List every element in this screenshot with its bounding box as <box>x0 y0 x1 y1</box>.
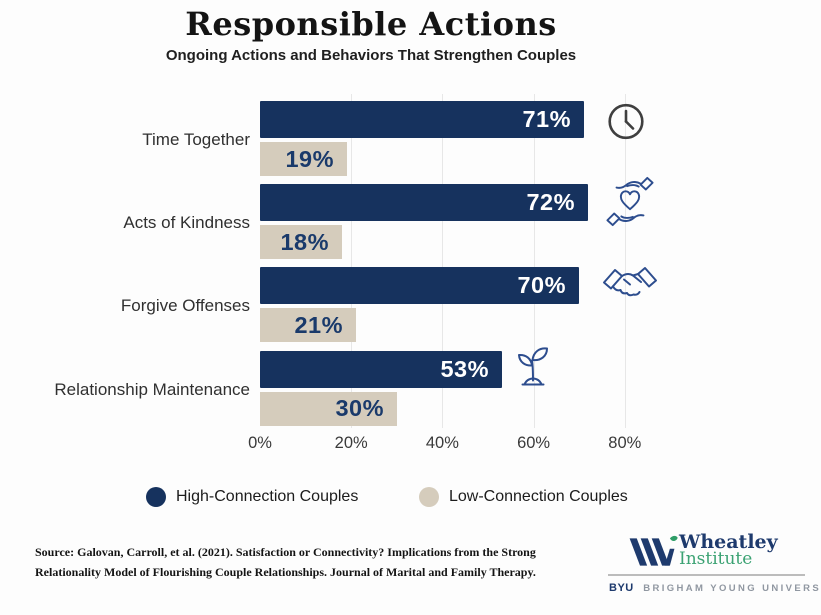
x-axis-tick-label: 60% <box>517 434 551 452</box>
gridline <box>351 94 353 428</box>
handshake-icon <box>601 265 659 312</box>
source-citation: Source: Galovan, Carroll, et al. (2021).… <box>35 543 595 582</box>
wheatley-institute-logo: Wheatley Institute BYU BRIGHAM YOUNG UNI… <box>603 528 821 598</box>
clock-icon <box>606 102 646 147</box>
gridline <box>442 94 444 428</box>
source-line-1: Source: Galovan, Carroll, et al. (2021).… <box>35 545 536 559</box>
byu-label: BYU <box>609 582 634 594</box>
x-axis-tick-label: 80% <box>608 434 642 452</box>
source-line-2: Relationality Model of Flourishing Coupl… <box>35 564 536 579</box>
bar-value-label: 72% <box>526 189 575 216</box>
wheatley-w-mark-icon <box>627 533 679 576</box>
category-label: Acts of Kindness <box>123 213 250 233</box>
institute-name: Institute <box>679 549 753 569</box>
category-label: Relationship Maintenance <box>54 379 250 399</box>
category-label: Forgive Offenses <box>120 296 250 316</box>
wheatley-name: Wheatley <box>679 531 778 553</box>
legend-item-low-connection: Low-Connection Couples <box>419 487 628 507</box>
bar-low-connection: 21% <box>260 308 356 343</box>
logo-divider <box>608 574 805 576</box>
x-axis-tick-label: 40% <box>425 434 459 452</box>
bar-value-label: 53% <box>440 355 489 382</box>
byu-line: BYU BRIGHAM YOUNG UNIVERSITY <box>609 578 821 596</box>
legend-item-high-connection: High-Connection Couples <box>146 487 358 507</box>
bar-low-connection: 30% <box>260 391 397 426</box>
legend-label: High-Connection Couples <box>176 488 359 505</box>
chart-title: Responsible Actions <box>185 5 557 43</box>
x-axis-tick-label: 20% <box>334 434 368 452</box>
bar-value-label: 21% <box>294 311 343 338</box>
legend-swatch <box>146 487 166 507</box>
bar-high-connection: 71% <box>260 101 584 138</box>
bar-high-connection: 53% <box>260 350 502 388</box>
legend-label: Low-Connection Couples <box>449 488 628 505</box>
wheatley-wordmark: Wheatley Institute <box>679 531 778 569</box>
bar-low-connection: 19% <box>260 142 347 176</box>
legend-swatch <box>419 487 439 507</box>
bar-value-label: 70% <box>517 272 566 299</box>
bar-value-label: 19% <box>285 145 334 172</box>
bar-low-connection: 18% <box>260 225 342 260</box>
bar-high-connection: 70% <box>260 267 579 305</box>
gridline <box>624 94 626 428</box>
bar-value-label: 71% <box>522 106 571 132</box>
chart-subtitle: Ongoing Actions and Behaviors That Stren… <box>165 47 577 64</box>
hands-heart-icon <box>605 174 655 235</box>
chart-header: Responsible Actions Ongoing Actions and … <box>0 4 742 64</box>
chart-area: 0% 20% 40% 60% 80% Time Together 71% 19% Acts o… <box>54 94 659 452</box>
gridline <box>533 94 535 428</box>
byu-university-label: BRIGHAM YOUNG UNIVERSITY <box>643 583 821 594</box>
x-axis-tick-label: 0% <box>248 434 272 452</box>
bar-value-label: 30% <box>335 395 384 422</box>
category-label: Time Together <box>142 130 250 149</box>
bar-high-connection: 72% <box>260 184 588 222</box>
bar-value-label: 18% <box>280 228 329 255</box>
sprout-icon <box>511 346 555 395</box>
